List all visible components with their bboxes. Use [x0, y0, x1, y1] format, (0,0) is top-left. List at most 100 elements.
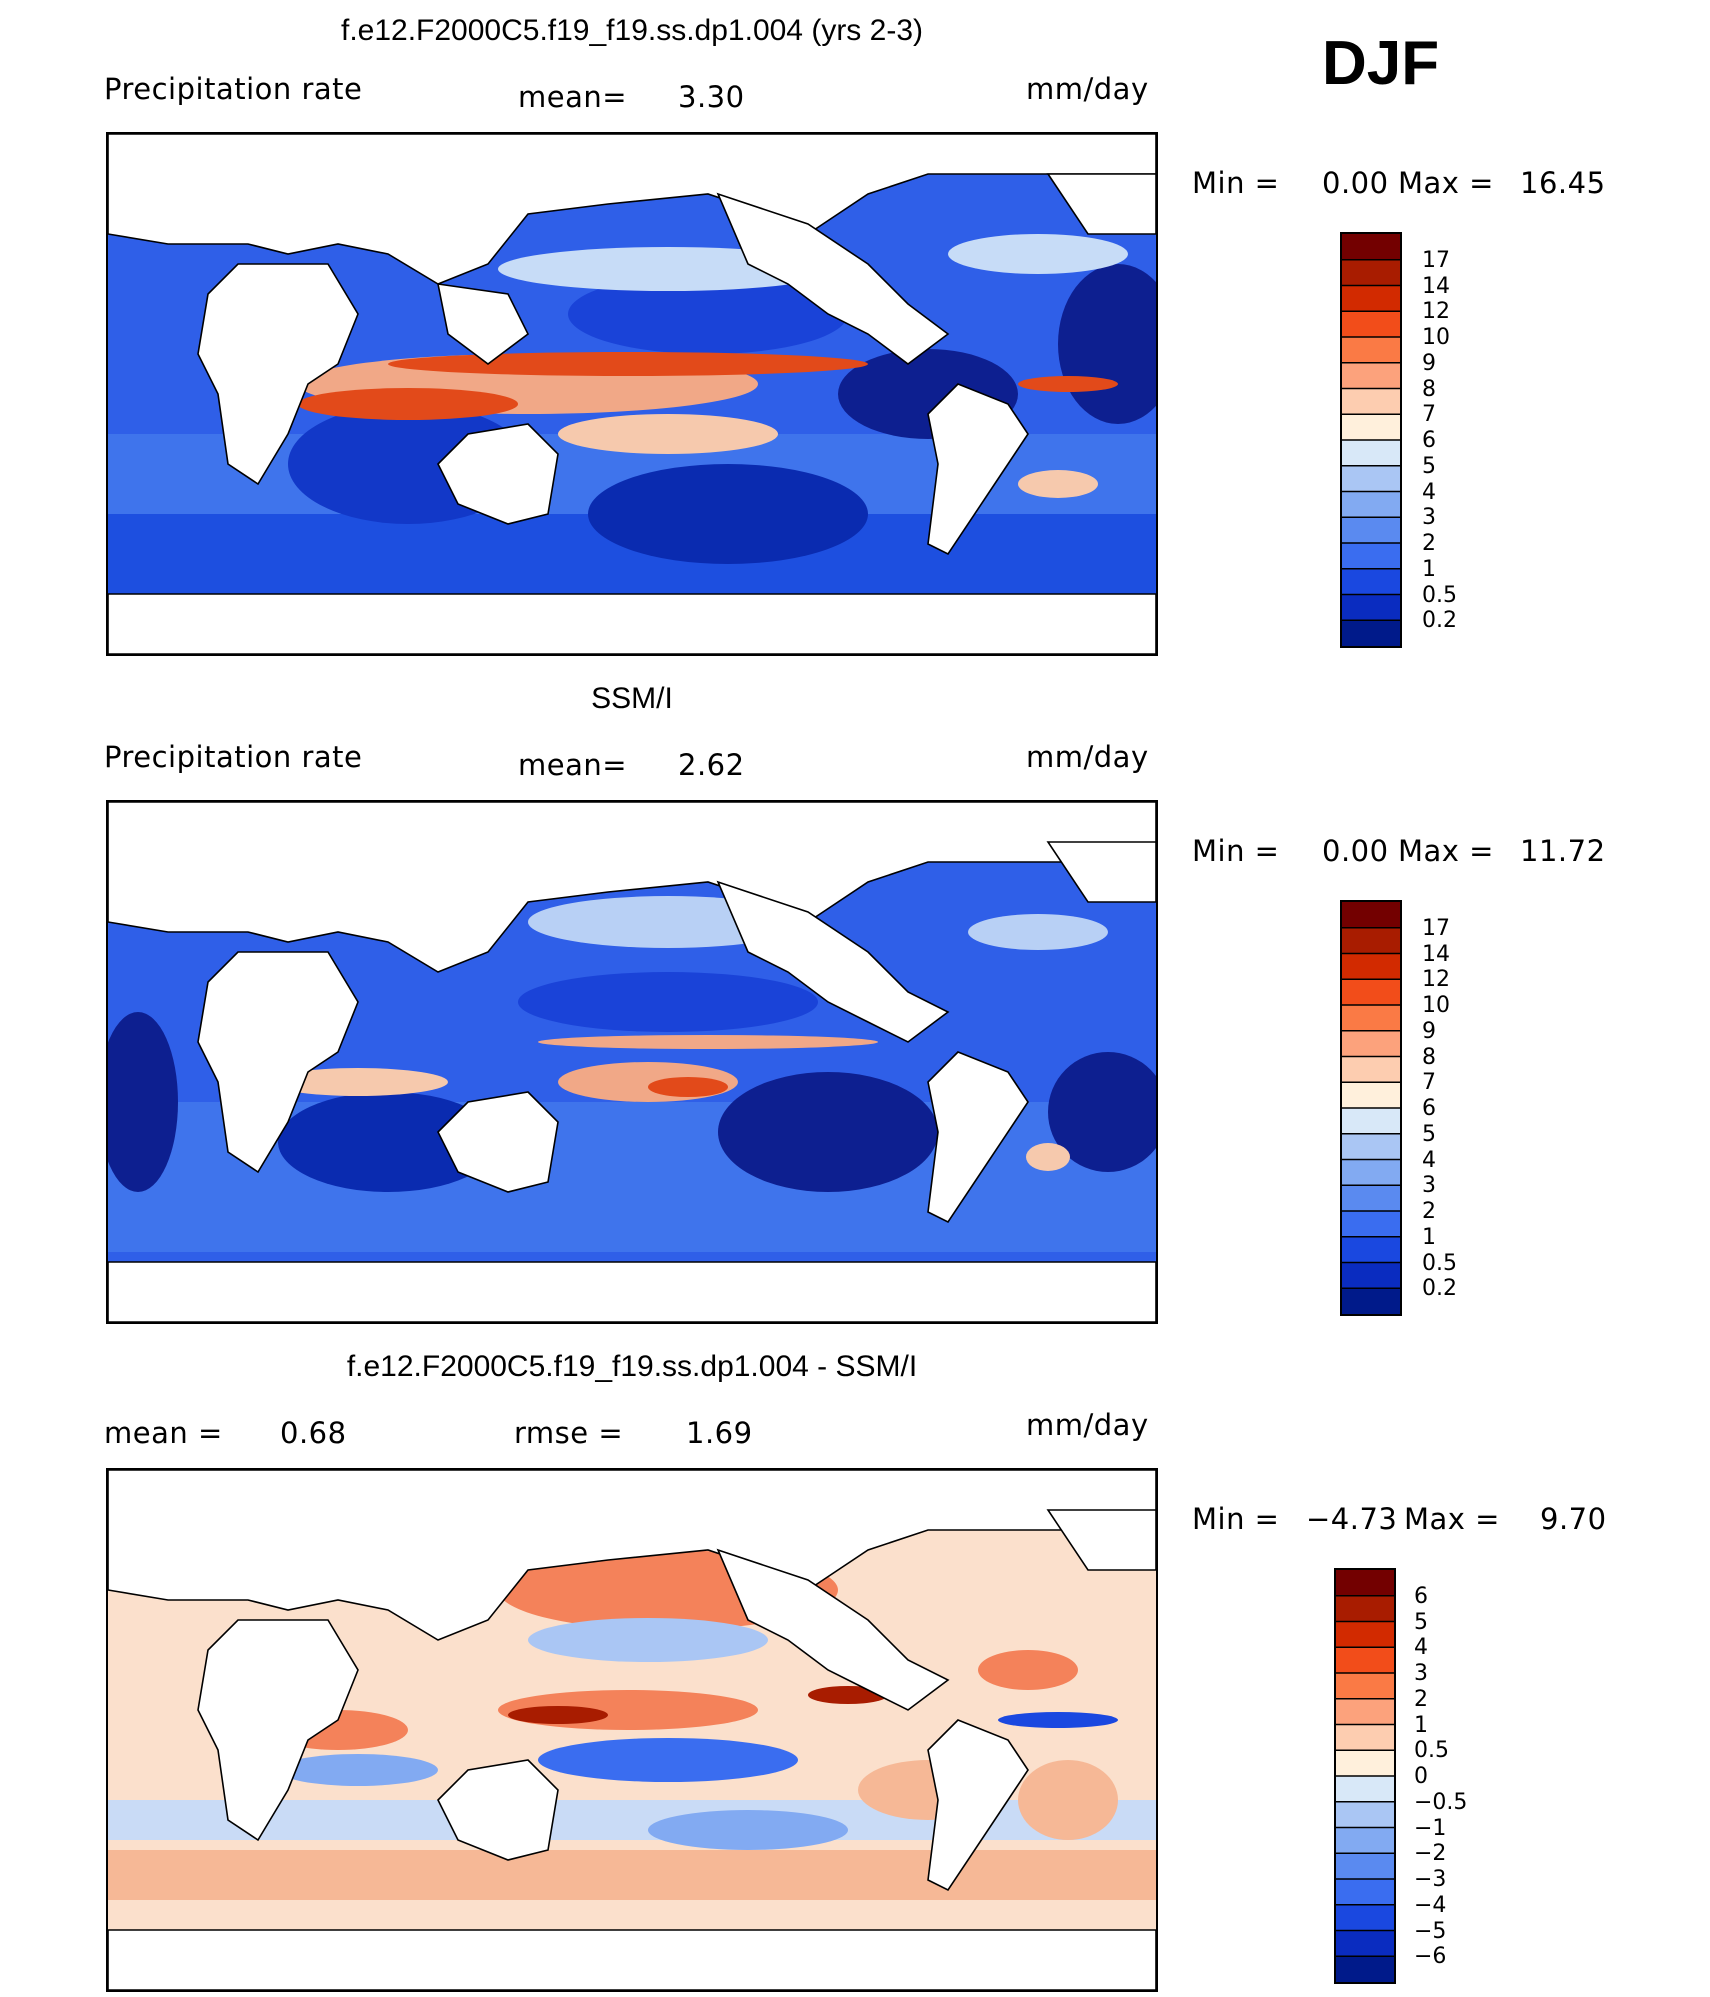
colorbar-swatch — [1336, 1595, 1394, 1622]
colorbar-tick-label: −0.5 — [1414, 1789, 1468, 1815]
colorbar-swatch — [1342, 568, 1400, 595]
colorbar-swatch — [1342, 259, 1400, 286]
colorbar-swatch — [1342, 311, 1400, 338]
colorbar-tick-label: −6 — [1414, 1944, 1447, 1970]
colorbar-tick-label: 3 — [1422, 505, 1436, 531]
colorbar-swatch — [1336, 1853, 1394, 1880]
panel-2-max-label: Max = — [1398, 834, 1494, 868]
colorbar-tick-label: 0.5 — [1422, 582, 1457, 608]
colorbar-tick-label: 6 — [1422, 428, 1436, 453]
colorbar-tick-label: 0.2 — [1422, 1276, 1457, 1302]
panel-3-mean-value: 0.68 — [280, 1416, 347, 1450]
panel-1-min-value: 0.00 — [1322, 166, 1389, 200]
colorbar-tick-label: 1 — [1422, 1224, 1436, 1250]
colorbar-swatch — [1342, 902, 1400, 929]
colorbar-swatch — [1342, 1005, 1400, 1032]
panel-2-min-value: 0.00 — [1322, 834, 1389, 868]
colorbar-tick-label: 9 — [1422, 1018, 1436, 1044]
colorbar-tick-label: 6 — [1422, 1096, 1436, 1121]
colorbar-tick-label: 8 — [1422, 1044, 1436, 1070]
panel-2-title: SSM/I — [591, 682, 673, 715]
colorbar-tick-label: 4 — [1422, 479, 1436, 505]
colorbar-tick-label: −4 — [1414, 1892, 1447, 1918]
colorbar-tick-label: 4 — [1414, 1635, 1428, 1661]
colorbar-swatch — [1336, 1724, 1394, 1751]
colorbar-swatch — [1342, 1030, 1400, 1057]
panel-1-variable-label: Precipitation rate — [104, 72, 363, 106]
colorbar-tick-label: 12 — [1422, 967, 1450, 993]
colorbar-tick-label: 17 — [1422, 247, 1450, 273]
panel-1-colorbar — [1340, 232, 1402, 648]
colorbar-tick-label: 2 — [1422, 531, 1436, 556]
panel-2-colorbar — [1340, 900, 1402, 1316]
panel-3-rmse-value: 1.69 — [686, 1416, 753, 1450]
colorbar-swatch — [1336, 1801, 1394, 1828]
panel-2-mean-label: mean= — [518, 748, 628, 782]
panel-2-units: mm/day — [1026, 740, 1149, 774]
colorbar-svg — [1336, 1570, 1394, 1982]
colorbar-swatch — [1342, 465, 1400, 492]
colorbar-tick-label: 10 — [1422, 325, 1450, 350]
colorbar-tick-label: −3 — [1414, 1867, 1447, 1892]
colorbar-tick-label: 0.5 — [1422, 1250, 1457, 1276]
colorbar-swatch — [1336, 1879, 1394, 1906]
colorbar-swatch — [1342, 594, 1400, 621]
panel-1-min-label: Min = — [1192, 166, 1280, 200]
panel-1-mean-value: 3.30 — [678, 80, 745, 114]
panel-3-units: mm/day — [1026, 1408, 1149, 1442]
colorbar-swatch — [1342, 234, 1400, 261]
panel-3-min-label: Min = — [1192, 1502, 1280, 1536]
colorbar-svg — [1342, 902, 1400, 1314]
colorbar-tick-label: 14 — [1422, 273, 1450, 299]
colorbar-swatch — [1336, 1827, 1394, 1854]
panel-3-rmse-label: rmse = — [514, 1416, 624, 1450]
colorbar-swatch — [1336, 1698, 1394, 1725]
colorbar-tick-label: 4 — [1422, 1147, 1436, 1173]
colorbar-tick-label: 5 — [1422, 1121, 1436, 1147]
colorbar-svg — [1342, 234, 1400, 646]
colorbar-swatch — [1342, 285, 1400, 312]
panel-3-max-label: Max = — [1404, 1502, 1500, 1536]
colorbar-swatch — [1342, 1082, 1400, 1109]
colorbar-tick-label: 7 — [1422, 1070, 1436, 1096]
panel-2-max-value: 11.72 — [1520, 834, 1606, 868]
colorbar-tick-label: −1 — [1414, 1815, 1447, 1841]
colorbar-swatch — [1342, 1236, 1400, 1263]
panel-2-min-label: Min = — [1192, 834, 1280, 868]
colorbar-tick-label: 8 — [1422, 376, 1436, 402]
colorbar-tick-label: 5 — [1414, 1609, 1428, 1635]
colorbar-tick-label: 0.5 — [1414, 1738, 1449, 1764]
panel-1-max-label: Max = — [1398, 166, 1494, 200]
panel-1-map — [106, 132, 1158, 656]
colorbar-swatch — [1342, 1159, 1400, 1186]
colorbar-tick-label: 17 — [1422, 915, 1450, 941]
colorbar-swatch — [1342, 491, 1400, 518]
colorbar-swatch — [1336, 1647, 1394, 1674]
colorbar-swatch — [1342, 1185, 1400, 1212]
colorbar-swatch — [1342, 414, 1400, 441]
panel-1-title: f.e12.F2000C5.f19_f19.ss.dp1.004 (yrs 2-… — [340, 14, 923, 47]
colorbar-swatch — [1342, 1288, 1400, 1314]
colorbar-tick-label: 0 — [1414, 1764, 1428, 1789]
colorbar-tick-label: 1 — [1422, 556, 1436, 582]
panel-3-min-value: −4.73 — [1306, 1502, 1398, 1536]
colorbar-tick-label: 6 — [1414, 1583, 1428, 1609]
colorbar-tick-label: 9 — [1422, 350, 1436, 376]
colorbar-tick-label: −5 — [1414, 1918, 1447, 1944]
colorbar-tick-label: 2 — [1422, 1199, 1436, 1224]
colorbar-swatch — [1342, 1056, 1400, 1083]
panel-1-map-svg — [108, 134, 1156, 654]
colorbar-swatch — [1336, 1956, 1394, 1982]
panel-1-mean-label: mean= — [518, 80, 628, 114]
colorbar-tick-label: 10 — [1422, 993, 1450, 1018]
colorbar-tick-label: 5 — [1422, 453, 1436, 479]
colorbar-swatch — [1342, 1108, 1400, 1135]
colorbar-swatch — [1342, 388, 1400, 415]
colorbar-tick-label: 3 — [1422, 1173, 1436, 1199]
season-label: DJF — [1322, 29, 1440, 98]
colorbar-tick-label: 3 — [1414, 1661, 1428, 1686]
panel-3-mean-label: mean = — [104, 1416, 223, 1450]
panel-2-map-svg — [108, 802, 1156, 1322]
panel-1-units: mm/day — [1026, 72, 1149, 106]
colorbar-tick-label: 1 — [1414, 1712, 1428, 1738]
